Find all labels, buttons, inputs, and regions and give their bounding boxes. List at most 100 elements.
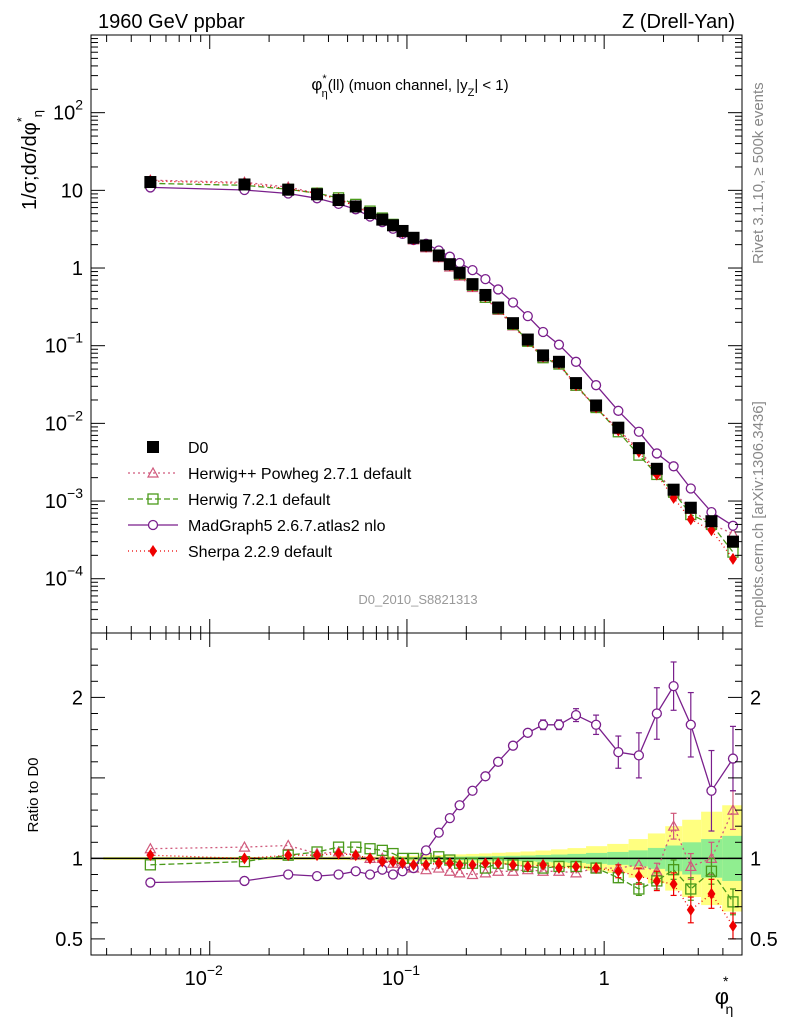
main-point-sherpa [707, 524, 716, 537]
ratio-y-tick-label: 1 [72, 848, 83, 870]
ratio-point-herwigpp [432, 861, 445, 873]
main-point-data [282, 183, 295, 196]
ratio-point-madgraph [454, 800, 465, 811]
main-point-data [684, 501, 697, 514]
ratio-point-sherpa [554, 862, 563, 875]
side-mcplots-label: mcplots.cern.ch [arXiv:1306.3436] [750, 401, 767, 628]
main-point-madgraph [454, 257, 465, 269]
main-point-madgraph [633, 426, 645, 437]
ratio-point-madgraph [537, 719, 549, 730]
ratio-point-sherpa [398, 857, 407, 870]
x-tick-label: 1 [599, 968, 610, 990]
main-point-data [479, 288, 492, 301]
ratio-point-madgraph [145, 877, 156, 888]
main-point-data [364, 207, 377, 220]
ratio-point-madgraph [727, 753, 739, 764]
ratio-point-sherpa [389, 855, 398, 868]
ratio-point-sherpa [523, 860, 532, 873]
main-point-madgraph [570, 356, 582, 367]
ratio-point-sherpa [614, 865, 623, 878]
main-point-data [726, 535, 739, 548]
main-point-data [507, 317, 520, 330]
main-point-data [521, 333, 534, 346]
main-point-data [420, 239, 433, 252]
ratio-point-sherpa [652, 874, 661, 887]
x-tick-label: 10−2 [185, 962, 223, 990]
main-point-data [432, 249, 445, 262]
ratio-point-sherpa [422, 858, 431, 871]
ratio-point-sherpa [378, 855, 387, 868]
main-point-data [537, 349, 550, 362]
ratio-point-madgraph [467, 785, 478, 796]
main-point-data [396, 224, 409, 237]
main-point-sherpa [728, 552, 737, 565]
main-point-madgraph [651, 448, 662, 459]
main-point-madgraph [590, 380, 602, 391]
ratio-panel: 0.5 0.5 1 1 2 2 10−2 10−1 1 Ratio to D0 φ* η [25, 632, 778, 1017]
ratio-point-herwig7 [685, 883, 697, 895]
ratio-point-herwigpp [443, 865, 456, 876]
x-axis-label: φ* η [715, 973, 734, 1017]
ratio-point-madgraph [480, 771, 491, 782]
ratio-point-madgraph [590, 719, 602, 730]
ratio-point-madgraph [239, 875, 250, 887]
legend-marker-data [147, 441, 159, 453]
legend-item-madgraph: MadGraph5 2.6.7.atlas2 nlo [128, 518, 386, 535]
ratio-point-sherpa [434, 857, 443, 870]
main-point-data [612, 421, 625, 434]
ratio-point-madgraph [668, 680, 679, 692]
ratio-point-madgraph [311, 870, 323, 882]
ratio-point-herwig7 [376, 844, 388, 856]
main-point-data [466, 278, 479, 291]
ratio-point-sherpa [455, 858, 464, 871]
main-point-data [238, 178, 251, 191]
ratio-point-herwigpp [238, 840, 251, 852]
ratio-point-madgraph [364, 869, 376, 880]
side-rivet-label: Rivet 3.1.10, ≥ 500k events [750, 82, 767, 264]
main-point-madgraph [467, 264, 478, 276]
main-panel: 10−4 10−3 10−2 10−1 1 10 102 φ* η(ll) (muon cha… [14, 34, 743, 634]
ratio-point-madgraph [706, 785, 717, 796]
ratio-point-sherpa [686, 903, 695, 916]
main-y-tick-label: 1 [72, 258, 83, 280]
main-point-data [332, 194, 345, 207]
plot-title: φ* η(ll) (muon channel, |yZ| < 1) [311, 73, 508, 100]
header-process: Z (Drell-Yan) [622, 11, 735, 33]
legend-label-herwigpp: Herwig++ Powheg 2.7.1 default [188, 466, 412, 483]
main-series-herwigpp [144, 173, 739, 539]
ratio-point-madgraph [433, 827, 444, 838]
ratio-y-tick-label: 2 [72, 687, 83, 709]
ratio-y-tick-label-right: 1 [750, 848, 761, 870]
ratio-point-herwigpp [537, 865, 550, 876]
main-point-data [667, 483, 680, 496]
ratio-point-sherpa [634, 870, 643, 883]
ratio-point-madgraph [613, 746, 624, 758]
legend-label-madgraph: MadGraph5 2.6.7.atlas2 nlo [188, 518, 386, 535]
ratio-frame [90, 632, 743, 956]
main-point-data [453, 266, 466, 279]
main-point-madgraph [685, 483, 696, 494]
ratio-point-madgraph [420, 845, 432, 856]
legend-label-data: D0 [188, 440, 209, 457]
ratio-y-tick-label: 0.5 [55, 929, 83, 951]
ratio-point-herwigpp [420, 863, 433, 875]
ratio-point-madgraph [651, 708, 662, 719]
main-y-axis-label: 1/σ;dσ/dφ*η [14, 110, 45, 210]
ratio-point-madgraph [444, 813, 455, 824]
ratio-point-herwig7 [727, 896, 739, 908]
legend-marker-herwig7 [147, 493, 159, 505]
legend-item-sherpa: Sherpa 2.2.9 default [128, 544, 333, 561]
x-tick-label: 10−1 [382, 962, 420, 990]
ratio-point-sherpa [669, 878, 678, 891]
legend-label-sherpa: Sherpa 2.2.9 default [188, 544, 333, 561]
ratio-point-sherpa [707, 887, 716, 900]
main-point-data [144, 176, 157, 189]
main-y-tick-label: 10−2 [45, 407, 83, 435]
main-point-data [492, 301, 505, 314]
ratio-point-herwigpp [521, 863, 534, 875]
ratio-point-sherpa [240, 852, 249, 865]
legend-label-herwig7: Herwig 7.2.1 default [188, 492, 331, 509]
ratio-point-herwigpp [569, 866, 583, 878]
legend-item-herwig7: Herwig 7.2.1 default [128, 492, 331, 509]
ratio-point-madgraph [685, 719, 696, 730]
